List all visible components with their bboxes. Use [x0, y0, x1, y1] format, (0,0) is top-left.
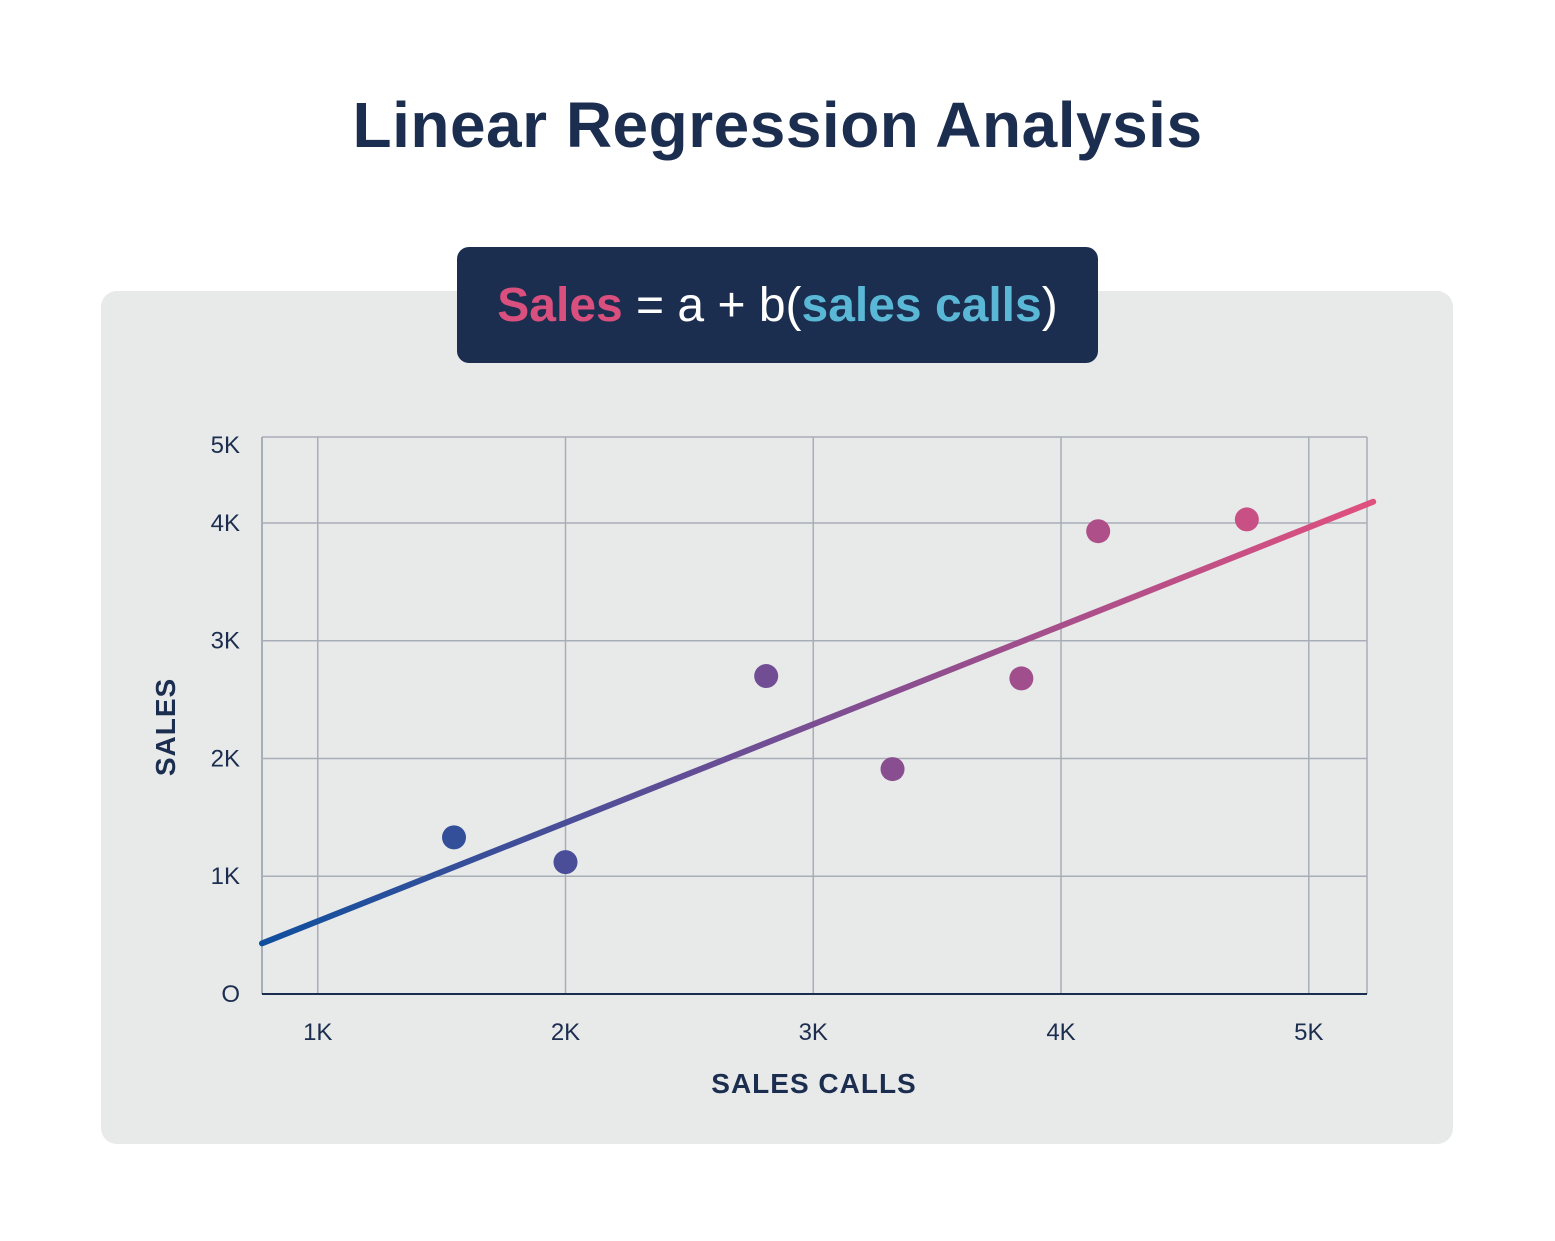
data-point — [754, 664, 779, 689]
y-tick-label: 4K — [211, 510, 240, 537]
regression-line-group — [259, 498, 1377, 947]
y-tick-label: 1K — [211, 863, 240, 890]
x-axis-label: SALES CALLS — [711, 1068, 916, 1099]
formula-dependent: Sales — [497, 278, 623, 332]
data-points — [442, 507, 1259, 875]
regression-formula: Sales = a + b(sales calls) — [457, 247, 1098, 363]
x-tick-label: 1K — [303, 1019, 332, 1046]
data-point — [442, 825, 467, 850]
x-tick-label: 2K — [551, 1019, 580, 1046]
regression-line — [259, 498, 1377, 947]
grid-lines — [262, 436, 1368, 994]
chart-title: Linear Regression Analysis — [352, 89, 1203, 161]
formula-close-paren: ) — [1041, 278, 1058, 332]
x-tick-label: 4K — [1046, 1019, 1075, 1046]
x-tick-label: 5K — [1294, 1019, 1323, 1046]
data-point — [1086, 519, 1111, 544]
y-tick-label: 3K — [211, 628, 240, 655]
formula-independent: sales calls — [801, 278, 1042, 332]
y-tick-label: 5K — [211, 432, 240, 459]
formula-operators: = a + b( — [622, 278, 802, 332]
tick-labels: O 1K 2K 3K 4K 5K 1K 2K 3K 4K 5K — [211, 432, 1324, 1046]
y-axis-label: SALES — [150, 678, 181, 776]
chart-panel — [101, 291, 1453, 1144]
y-tick-label: O — [221, 981, 240, 1008]
data-point — [1234, 507, 1259, 532]
axes — [261, 437, 1367, 995]
y-tick-label: 2K — [211, 745, 240, 772]
data-point — [553, 850, 578, 875]
data-point — [1009, 666, 1034, 691]
x-tick-label: 3K — [799, 1019, 828, 1046]
data-point — [880, 757, 905, 782]
